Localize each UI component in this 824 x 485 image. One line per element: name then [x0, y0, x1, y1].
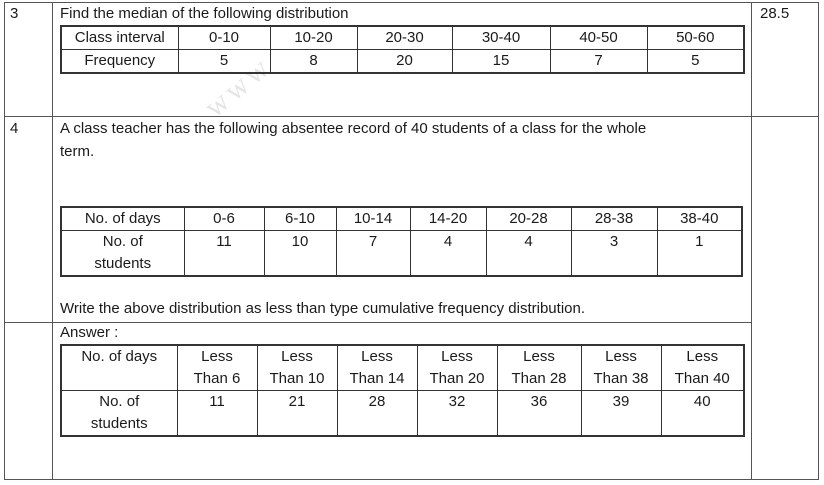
students-cell: 11	[183, 230, 265, 277]
students-cell: 3	[570, 230, 658, 277]
table-row: No. of days Less Than 6 Less Than 10 Less T…	[60, 344, 745, 391]
days-cell: 38-40	[656, 206, 743, 231]
cumulative-cell: 11	[176, 390, 258, 437]
header-line2: Than 6	[193, 370, 241, 387]
row-divider-q4-answer	[5, 322, 752, 323]
header-cell: Less Than 10	[256, 344, 338, 391]
interval-cell: 40-50	[549, 25, 648, 50]
absentee-record-table: No. of days 0-6 6-10 10-14 14-20 20-28 2…	[60, 206, 743, 277]
row-label-no-of-students: No. of students	[60, 390, 178, 437]
header-line1: Less	[201, 348, 233, 365]
header-line1: Less	[281, 348, 313, 365]
header-line1: Less	[686, 348, 719, 365]
header-line2: Than 40	[674, 370, 730, 387]
header-line2: Than 14	[349, 370, 405, 387]
row-divider-q3	[5, 116, 818, 117]
row-label-no-of-students: No. of students	[60, 230, 185, 277]
row-label-class-interval: Class interval	[60, 25, 179, 50]
cumulative-cell: 28	[336, 390, 418, 437]
days-cell: 20-28	[485, 206, 572, 231]
interval-cell: 20-30	[356, 25, 453, 50]
answer-column-divider	[751, 3, 752, 479]
question-3-answer: 28.5	[760, 5, 790, 22]
table-row: Class interval 0-10 10-20 20-30 30-40 40…	[60, 25, 745, 50]
students-cell: 1	[656, 230, 743, 277]
days-cell: 0-6	[183, 206, 265, 231]
row-label-line2: students	[90, 415, 148, 432]
header-cell: Less Than 28	[496, 344, 582, 391]
header-line1: Less	[441, 348, 473, 365]
days-cell: 28-38	[570, 206, 658, 231]
header-cell: Less Than 14	[336, 344, 418, 391]
row-label-frequency: Frequency	[60, 49, 179, 74]
frequency-cell: 5	[646, 49, 745, 74]
header-line2: Than 38	[593, 370, 649, 387]
question-number-3: 3	[10, 5, 19, 22]
interval-cell: 30-40	[451, 25, 551, 50]
header-line2: Than 28	[511, 370, 567, 387]
interval-cell: 10-20	[269, 25, 358, 50]
question-4-text-line1: A class teacher has the following absent…	[60, 120, 647, 137]
cumulative-cell: 39	[580, 390, 662, 437]
students-cell: 4	[485, 230, 572, 277]
header-cell: Less Than 6	[176, 344, 258, 391]
table-row: No. of days 0-6 6-10 10-14 14-20 20-28 2…	[60, 206, 743, 231]
table-row: No. of students 11 10 7 4 4 3 1	[60, 230, 743, 277]
frequency-cell: 8	[269, 49, 358, 74]
table-row: Frequency 5 8 20 15 7 5	[60, 49, 745, 74]
cumulative-cell: 36	[496, 390, 582, 437]
table-row: No. of students 11 21 28 32 36 39 40	[60, 390, 745, 437]
row-label-line1: No. of	[102, 233, 143, 250]
header-cell: Less Than 40	[660, 344, 745, 391]
header-line2: Than 10	[269, 370, 325, 387]
header-line1: Less	[605, 348, 637, 365]
frequency-cell: 5	[177, 49, 271, 74]
header-line1: Less	[523, 348, 555, 365]
days-cell: 14-20	[409, 206, 487, 231]
interval-cell: 50-60	[646, 25, 745, 50]
header-cell: Less Than 20	[416, 344, 498, 391]
row-label-no-of-days: No. of days	[60, 344, 178, 391]
question-3-text: Find the median of the following distrib…	[60, 5, 349, 22]
worksheet-frame	[4, 2, 819, 480]
students-cell: 10	[263, 230, 337, 277]
median-distribution-table: Class interval 0-10 10-20 20-30 30-40 40…	[60, 25, 745, 74]
frequency-cell: 15	[451, 49, 551, 74]
header-line2: Than 20	[429, 370, 485, 387]
row-label-line2: students	[94, 255, 152, 272]
question-number-4: 4	[10, 120, 19, 137]
answer-heading: Answer :	[60, 324, 119, 341]
interval-cell: 0-10	[177, 25, 271, 50]
students-cell: 4	[409, 230, 487, 277]
cumulative-frequency-table: No. of days Less Than 6 Less Than 10 Less T…	[60, 344, 745, 437]
days-cell: 6-10	[263, 206, 337, 231]
row-label-line1: No. of	[99, 393, 140, 410]
header-line1: Less	[361, 348, 393, 365]
row-label-no-of-days: No. of days	[60, 206, 185, 231]
days-cell: 10-14	[335, 206, 411, 231]
question-4-instruction: Write the above distribution as less tha…	[60, 300, 585, 317]
frequency-cell: 7	[549, 49, 648, 74]
cumulative-cell: 21	[256, 390, 338, 437]
number-column-divider	[52, 3, 53, 479]
students-cell: 7	[335, 230, 411, 277]
frequency-cell: 20	[356, 49, 453, 74]
header-cell: Less Than 38	[580, 344, 662, 391]
question-4-text-line2: term.	[60, 143, 95, 160]
cumulative-cell: 40	[660, 390, 745, 437]
cumulative-cell: 32	[416, 390, 498, 437]
